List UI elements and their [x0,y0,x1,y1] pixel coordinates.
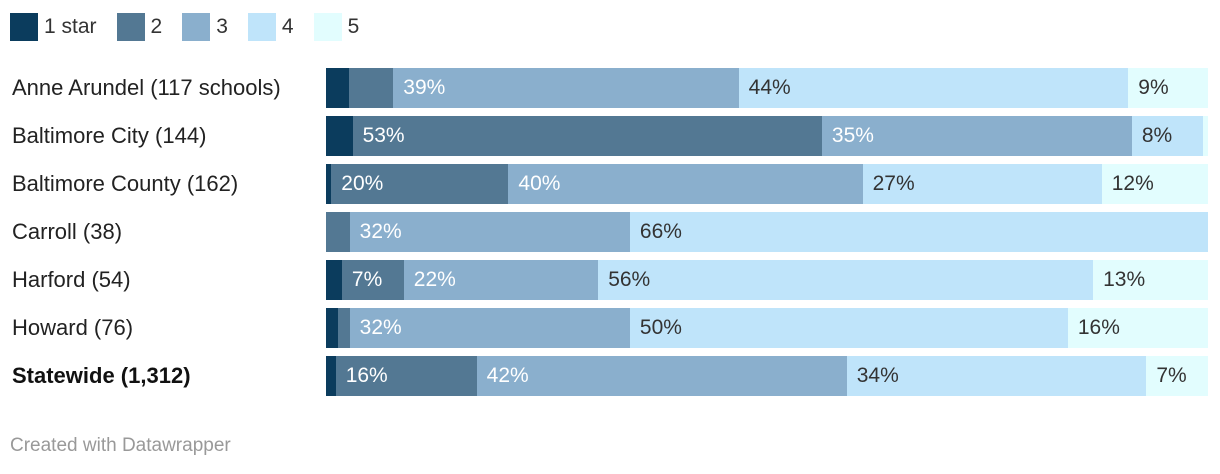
bar-segment [1067,308,1209,348]
category-label: Anne Arundel (117 schools) [12,75,281,100]
legend-swatch [313,13,342,41]
bar-segment [403,260,599,300]
bar-segment [1131,116,1204,156]
legend-label: 3 [216,15,228,38]
bar-segment [326,116,354,156]
legend-label: 4 [281,15,294,38]
bar-segment [326,260,343,300]
legend-label: 2 [150,15,163,38]
bar-segment [326,356,337,396]
bar-segment [1093,260,1209,300]
bar-segment [1101,164,1209,204]
bar-segment [338,308,351,348]
bar-row: 32% 66% [326,212,1209,252]
bar-segment [821,116,1133,156]
bar-segment [846,356,1147,396]
bar-row: 7% 22% 56% 13% [326,260,1209,300]
bar-segment [326,68,350,108]
bar-segment [326,212,351,252]
category-label: Howard (76) [12,315,134,340]
bar-segment [349,308,631,348]
category-label: Baltimore County (162) [12,171,239,196]
legend-label: 1 star [44,15,97,38]
bar-segment [349,212,631,252]
bar-segment [393,68,740,108]
bar-segment [1146,356,1209,396]
bar-segment [331,164,509,204]
category-label: Harford (54) [12,267,131,292]
category-label: Baltimore City (144) [12,123,207,148]
bar-segment [738,68,1129,108]
bar-segment [629,308,1069,348]
bar-segment [862,164,1103,204]
bar-segment [352,116,823,156]
legend-swatch [116,13,145,41]
bar-segment [326,164,332,204]
legend-swatch [10,13,38,41]
category-label: Carroll (38) [12,219,123,244]
legend-label: 5 [347,15,360,38]
bar-segment [1202,116,1209,156]
legend-swatch [182,13,211,41]
bar-segment [476,356,848,396]
category-label: Statewide (1,312) [12,363,191,388]
bar-segment [341,260,405,300]
legend-item: 5 [313,13,360,41]
bar-segment [1128,68,1209,108]
legend-item: 4 [247,13,294,41]
bar-row: 39% 44% 9% [326,68,1209,108]
bar-row: 53% 35% 8% [326,116,1209,156]
legend-item: 1 star [10,13,97,41]
legend-item: 3 [182,13,228,41]
bar-row: 32% 50% 16% [326,308,1209,348]
bar-segment [629,212,1209,252]
bar-segment [335,356,478,396]
bar-segment [326,308,339,348]
bar-row: 20% 40% 27% 12% [326,164,1209,204]
bar-segment [508,164,864,204]
bar-row: 16% 42% 34% 7% [326,356,1209,396]
chart-legend: 1 star 2 3 4 5 [10,12,379,42]
bar-segment [349,68,394,108]
credit-text: Created with Datawrapper [10,435,231,456]
legend-item: 2 [116,13,163,41]
bar-segment [598,260,1094,300]
legend-swatch [247,13,276,41]
